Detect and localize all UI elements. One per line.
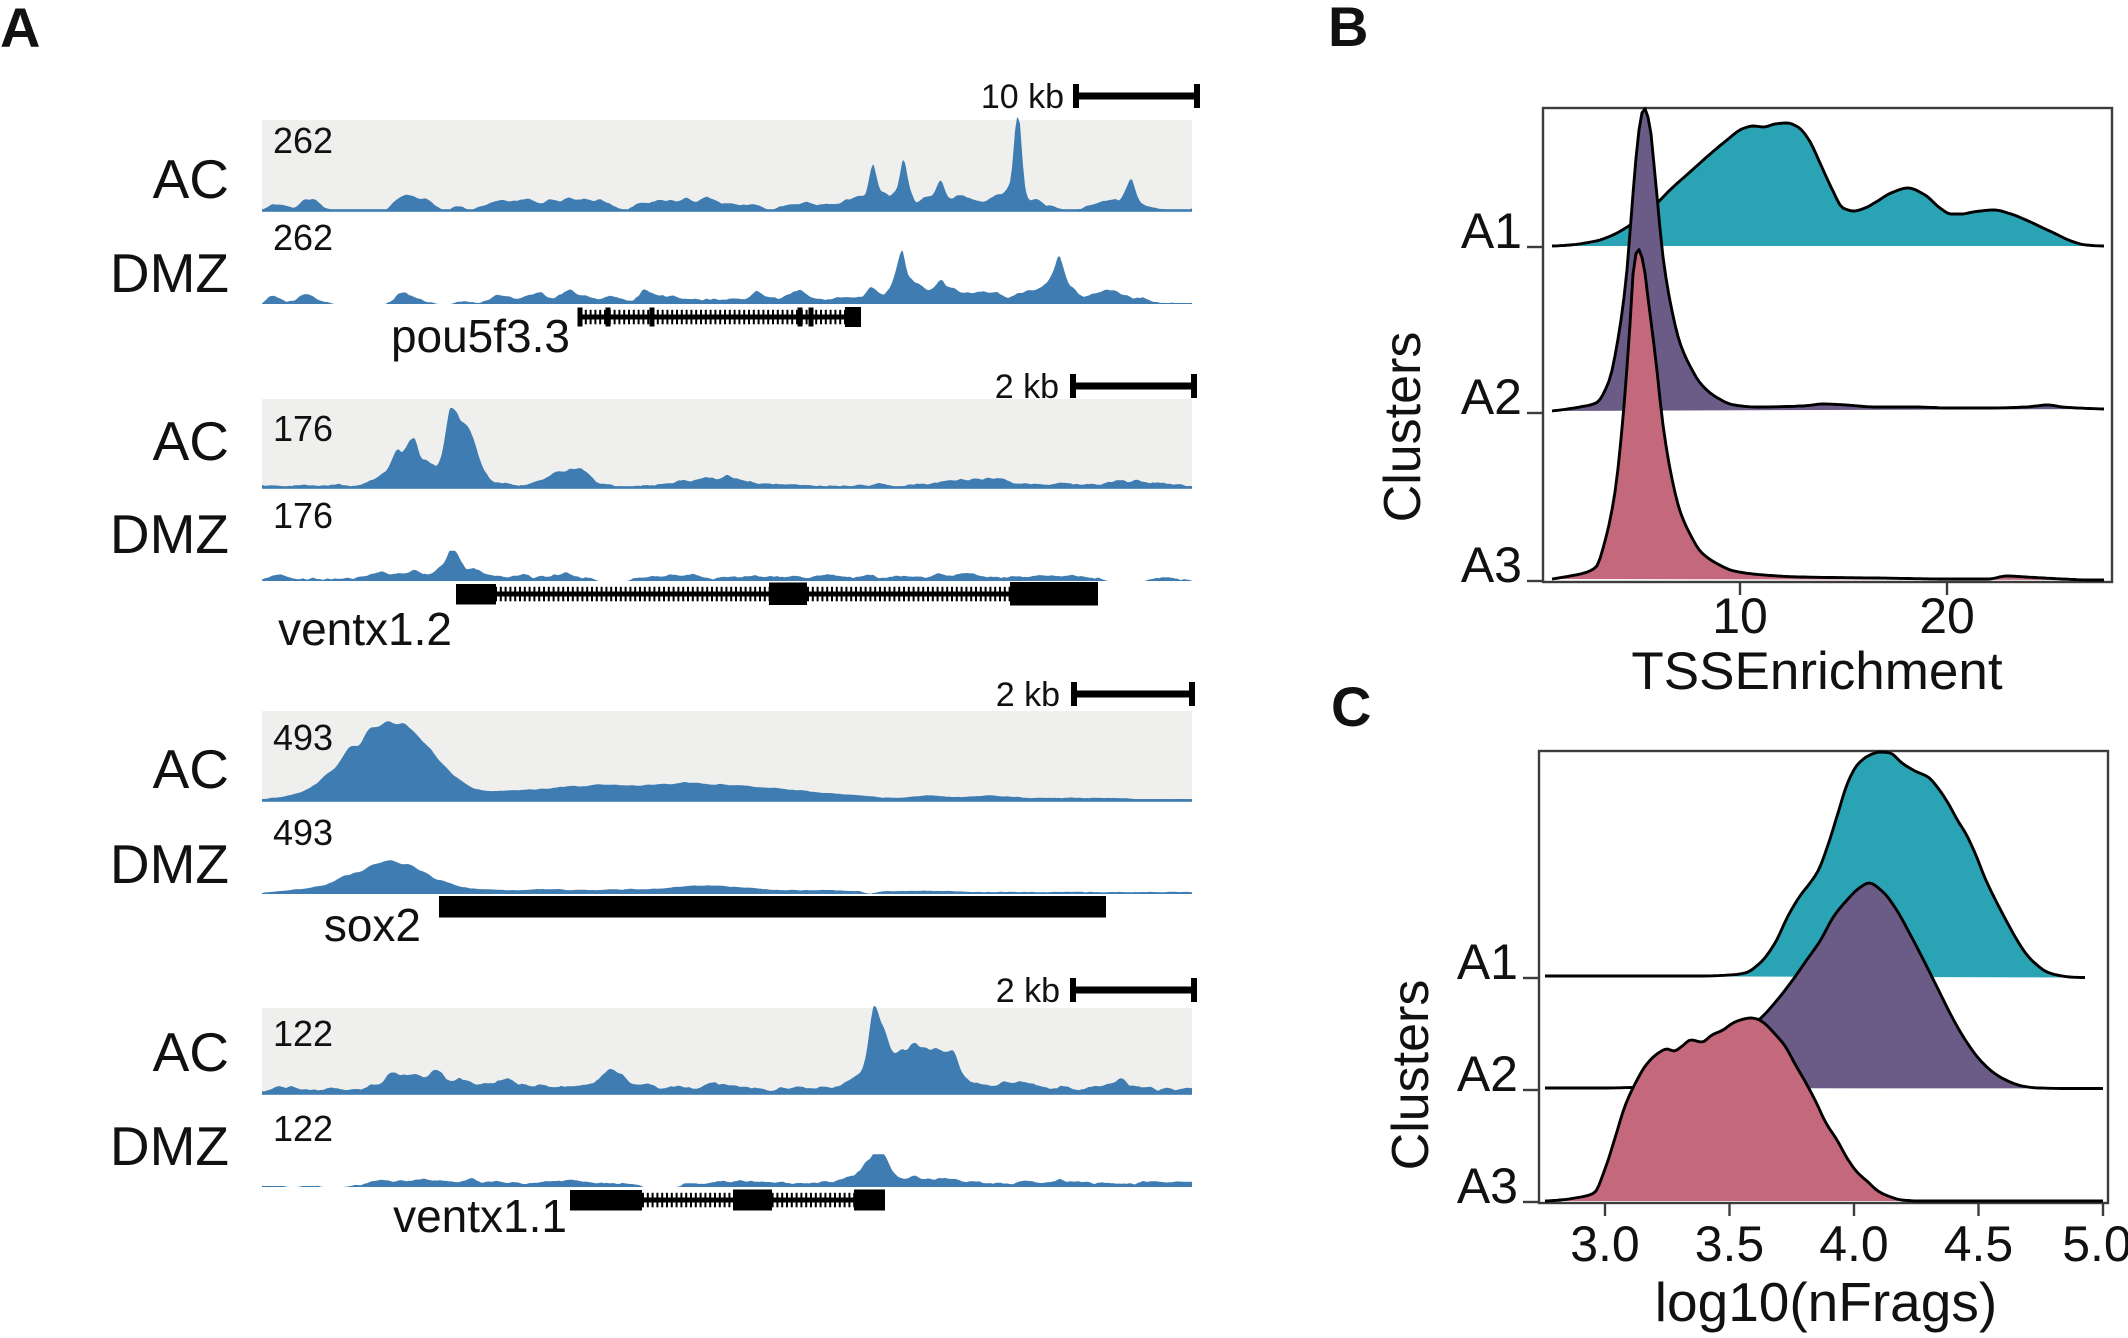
svg-text:A3: A3 <box>1457 1158 1518 1214</box>
svg-text:3.0: 3.0 <box>1570 1216 1640 1272</box>
svg-text:176: 176 <box>273 408 333 449</box>
svg-text:pou5f3.3: pou5f3.3 <box>391 310 570 362</box>
svg-text:ventx1.1: ventx1.1 <box>393 1190 567 1242</box>
svg-text:B: B <box>1328 0 1368 58</box>
svg-text:DMZ: DMZ <box>110 242 229 304</box>
svg-text:A2: A2 <box>1461 369 1522 425</box>
svg-text:sox2: sox2 <box>324 899 421 951</box>
svg-text:ventx1.2: ventx1.2 <box>278 603 452 655</box>
svg-text:DMZ: DMZ <box>110 833 229 895</box>
svg-text:DMZ: DMZ <box>110 503 229 565</box>
svg-text:A2: A2 <box>1457 1046 1518 1102</box>
svg-text:262: 262 <box>273 217 333 258</box>
svg-text:5.0: 5.0 <box>2062 1216 2128 1272</box>
svg-text:log10(nFrags): log10(nFrags) <box>1655 1271 1997 1333</box>
svg-text:Clusters: Clusters <box>1374 332 1432 523</box>
svg-text:TSSEnrichment: TSSEnrichment <box>1631 642 2002 701</box>
svg-text:10: 10 <box>1712 588 1768 644</box>
svg-text:AC: AC <box>153 738 229 800</box>
svg-text:A: A <box>0 0 40 59</box>
svg-text:DMZ: DMZ <box>110 1115 229 1177</box>
svg-text:10 kb: 10 kb <box>981 78 1064 116</box>
svg-text:262: 262 <box>273 120 333 161</box>
svg-text:176: 176 <box>273 495 333 536</box>
svg-text:A1: A1 <box>1461 203 1522 259</box>
svg-text:2 kb: 2 kb <box>996 676 1060 714</box>
svg-text:122: 122 <box>273 1013 333 1054</box>
svg-text:AC: AC <box>153 410 229 472</box>
svg-text:4.5: 4.5 <box>1944 1216 2014 1272</box>
svg-text:493: 493 <box>273 717 333 758</box>
svg-text:122: 122 <box>273 1108 333 1149</box>
svg-text:493: 493 <box>273 812 333 853</box>
svg-text:A3: A3 <box>1461 537 1522 593</box>
svg-text:20: 20 <box>1919 588 1975 644</box>
svg-text:A1: A1 <box>1457 934 1518 990</box>
svg-text:C: C <box>1331 675 1371 738</box>
svg-text:AC: AC <box>153 148 229 210</box>
svg-text:4.0: 4.0 <box>1819 1216 1889 1272</box>
svg-text:Clusters: Clusters <box>1382 980 1440 1171</box>
svg-text:2 kb: 2 kb <box>996 972 1060 1010</box>
svg-text:3.5: 3.5 <box>1695 1216 1765 1272</box>
svg-text:AC: AC <box>153 1021 229 1083</box>
